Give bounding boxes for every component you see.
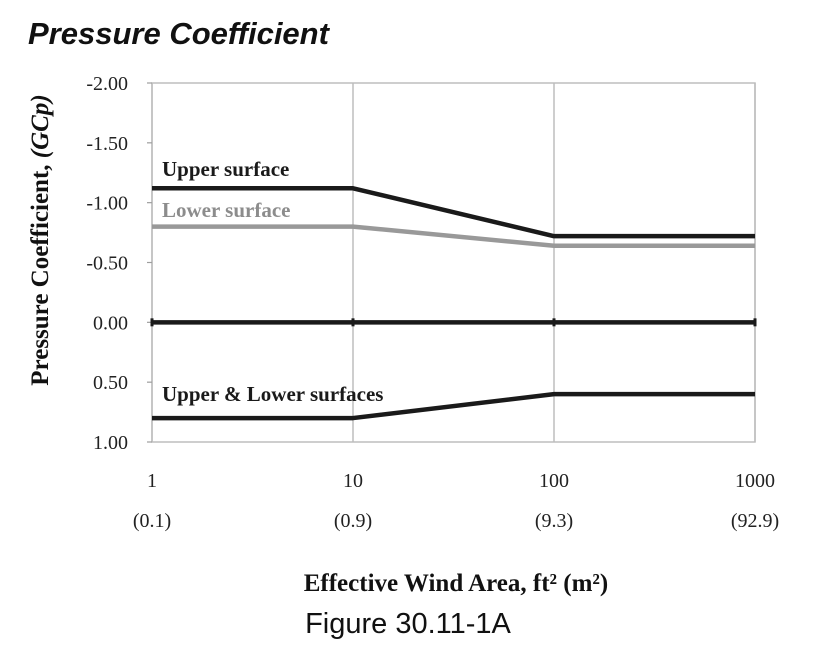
- plot-area: [151, 82, 756, 443]
- x-tick-sublabel: (0.9): [334, 510, 372, 532]
- y-axis-title: Pressure Coefficient, (GCp): [27, 94, 54, 385]
- x-tick-sublabel: (0.1): [133, 510, 171, 532]
- y-tick-label: -1.00: [86, 193, 128, 215]
- series-label-upper-lower-surfaces: Upper & Lower surfaces: [162, 382, 383, 406]
- series-labels: Upper surface Lower surface Upper & Lower …: [162, 157, 383, 406]
- plot-frame: [151, 82, 756, 443]
- x-tick-sublabel: (92.9): [731, 510, 779, 532]
- y-tick-label: -2.00: [86, 73, 128, 95]
- series-label-upper-surface: Upper surface: [162, 157, 289, 181]
- y-tick-label: 0.50: [93, 372, 128, 394]
- x-axis-title: Effective Wind Area, ft² (m²): [304, 570, 609, 597]
- chart-title: Pressure Coefficient: [28, 16, 329, 51]
- y-axis-title-prefix: Pressure Coefficient,: [27, 158, 54, 385]
- series-line-upper-lower-surfaces: [152, 391, 755, 421]
- x-tick-label: 100: [539, 470, 569, 492]
- y-tick-label: 0.00: [93, 312, 128, 334]
- y-tick-label: -1.50: [86, 133, 128, 155]
- y-tick-label: 1.00: [93, 432, 128, 454]
- series-label-lower-surface: Lower surface: [162, 198, 291, 222]
- x-tick-label: 10: [343, 470, 363, 492]
- series-lines: [150, 186, 757, 421]
- x-axis-ticks: 1 (0.1) 10 (0.9) 100 (9.3) 1000 (92.9): [133, 470, 779, 532]
- y-tick-label: -0.50: [86, 253, 128, 275]
- x-tick-sublabel: (9.3): [535, 510, 573, 532]
- series-line-lower-surface: [152, 224, 755, 248]
- y-axis-ticks: -2.00 -1.50 -1.00 -0.50 0.00 0.50 1.00: [86, 73, 152, 454]
- series-line-upper-surface: [152, 186, 755, 239]
- x-tick-label: 1000: [735, 470, 775, 492]
- y-axis-title-symbol: (GCp): [27, 94, 54, 158]
- x-tick-label: 1: [147, 470, 157, 492]
- figure-caption: Figure 30.11-1A: [305, 608, 511, 640]
